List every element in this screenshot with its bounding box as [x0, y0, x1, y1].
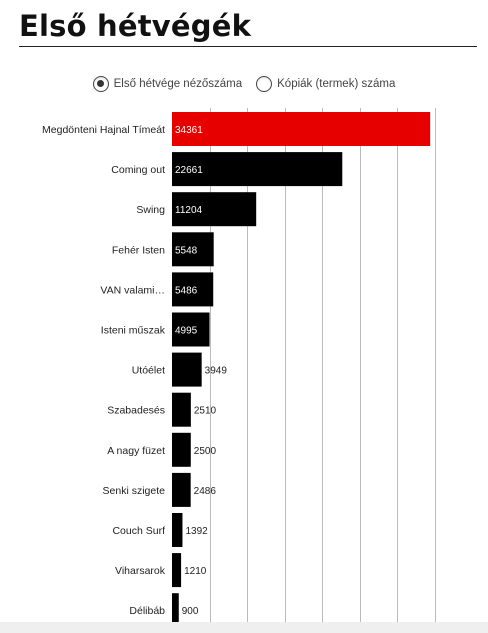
radio-button-checked-icon[interactable] [92, 76, 109, 92]
data-label: 5486 [175, 285, 198, 296]
bar[interactable] [172, 272, 214, 307]
radio-option-copies-count[interactable]: Kópiák (termek) száma [256, 76, 395, 92]
data-label: 11204 [175, 205, 203, 216]
radio-label: Kópiák (termek) száma [277, 78, 396, 90]
bar[interactable] [172, 513, 183, 547]
bar[interactable] [172, 152, 343, 187]
category-label: Couch Surf [112, 525, 165, 537]
bar[interactable] [172, 553, 182, 588]
radio-label: Első hétvége nézőszáma [113, 78, 243, 90]
data-label: 1210 [184, 566, 207, 577]
category-label: A nagy füzet [107, 445, 165, 457]
category-label: Utóélet [132, 365, 165, 377]
category-label: Megdönteni Hajnal Tímeát [42, 124, 165, 136]
data-label: 1392 [185, 526, 208, 537]
data-label: 34361 [175, 125, 203, 136]
category-label: VAN valami… [100, 284, 165, 296]
data-label: 2486 [194, 486, 217, 497]
data-label: 3949 [205, 366, 228, 377]
data-label: 22661 [175, 165, 203, 176]
category-label: Szabadesés [107, 405, 165, 417]
bar[interactable] [172, 352, 202, 387]
bar[interactable] [172, 232, 214, 267]
category-label: Isteni műszak [101, 325, 166, 337]
category-label: Délibáb [129, 605, 165, 617]
bar[interactable] [172, 312, 210, 347]
bar[interactable] [172, 472, 191, 507]
bar[interactable] [172, 192, 257, 227]
title-divider [19, 46, 477, 47]
radio-button-unchecked-icon[interactable] [256, 76, 273, 92]
bar[interactable] [172, 432, 191, 467]
radio-option-opening-weekend-admissions[interactable]: Első hétvége nézőszáma [92, 76, 243, 92]
data-label: 2510 [194, 406, 217, 417]
category-label: Fehér Isten [112, 244, 165, 256]
category-label: Swing [136, 204, 165, 216]
metric-toggle: Első hétvége nézőszáma Kópiák (termek) s… [0, 74, 488, 94]
bottom-scroll-strip [0, 622, 488, 633]
category-label: Senki szigete [103, 485, 166, 497]
category-label: Coming out [111, 164, 165, 176]
bar[interactable] [172, 392, 191, 427]
data-label: 5548 [175, 245, 198, 256]
page-title: Első hétvégék [19, 9, 252, 43]
data-label: 4995 [175, 326, 198, 337]
bar[interactable] [172, 593, 179, 622]
data-label: 2500 [194, 446, 217, 457]
data-label: 900 [182, 606, 199, 617]
category-label: Viharsarok [115, 565, 166, 577]
bar[interactable] [172, 112, 431, 146]
